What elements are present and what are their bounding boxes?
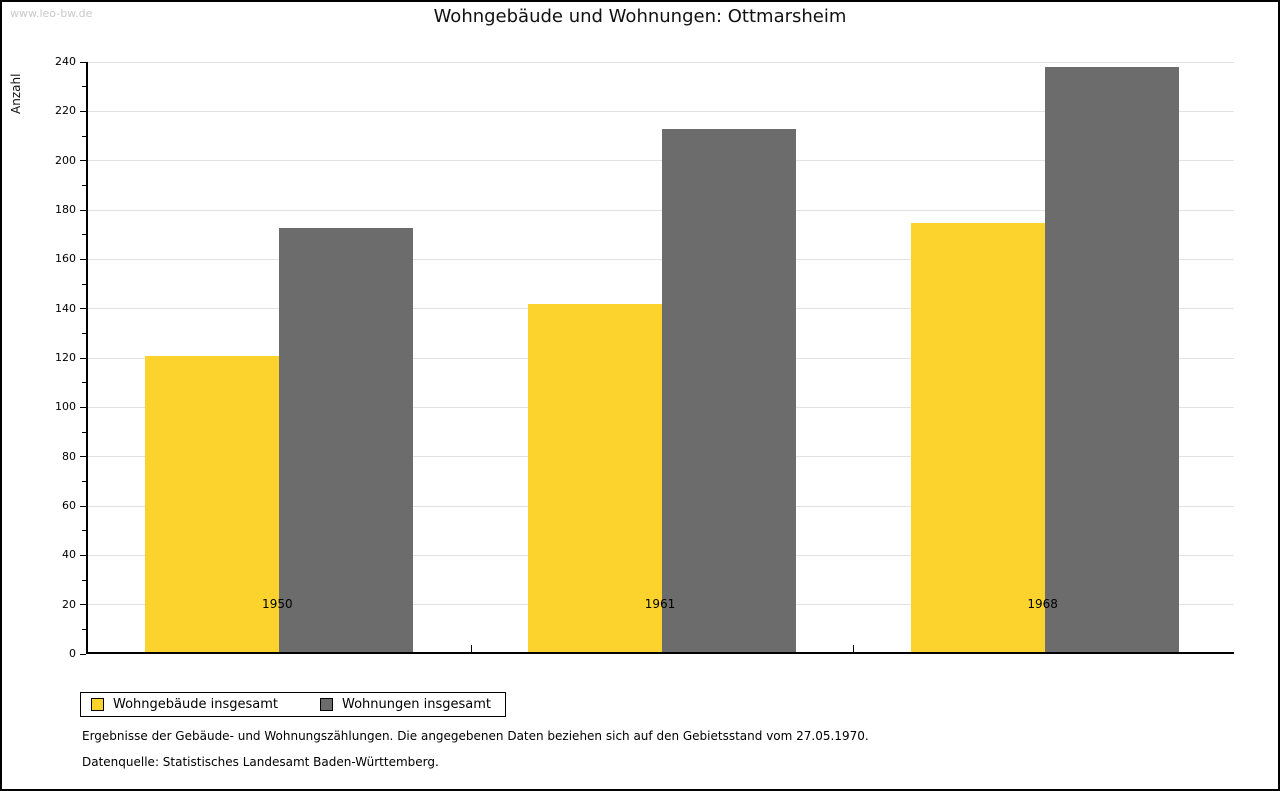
gridline-240: [88, 61, 1234, 63]
bar-1950-wohngebaeude: [145, 356, 280, 652]
y-tick-label-40: 40: [62, 548, 76, 562]
bar-1961-wohngebaeude: [528, 304, 662, 652]
bar-1968-wohnungen: [1044, 67, 1179, 652]
gridline-220: [88, 110, 1234, 112]
gridline-180: [88, 209, 1234, 211]
y-tick-label-80: 80: [62, 449, 76, 463]
bar-1968-wohngebaeude: [910, 222, 1045, 652]
legend-label: Wohngebäude insgesamt: [113, 697, 278, 712]
y-axis-label: Anzahl: [9, 73, 23, 114]
y-tick-50: [82, 530, 86, 532]
y-tick-60: [80, 505, 86, 507]
y-tick-90: [82, 431, 86, 433]
y-tick-label-200: 200: [55, 153, 76, 167]
y-tick-20: [80, 604, 86, 606]
y-tick-200: [80, 160, 86, 162]
legend-swatch-gray: [320, 698, 333, 711]
legend-item-wohngebaeude: Wohngebäude insgesamt: [91, 697, 278, 712]
y-tick-label-180: 180: [55, 203, 76, 216]
footnote-gebietsstand: Ergebnisse der Gebäude- und Wohnungszähl…: [82, 729, 869, 743]
legend: Wohngebäude insgesamt Wohnungen insgesam…: [80, 692, 506, 717]
x-label-1961: 1961: [644, 597, 676, 611]
y-tick-80: [80, 456, 86, 458]
legend-item-wohnungen: Wohnungen insgesamt: [320, 697, 491, 712]
x-label-1950: 1950: [262, 597, 293, 611]
y-tick-190: [82, 184, 86, 186]
bar-1950-wohnungen: [279, 227, 414, 652]
gridline-200: [88, 160, 1234, 162]
y-tick-210: [82, 135, 86, 137]
y-tick-label-240: 240: [55, 55, 76, 68]
y-tick-240: [80, 61, 86, 63]
chart-title: Wohngebäude und Wohnungen: Ottmarsheim: [433, 6, 847, 27]
y-tick-100: [80, 406, 86, 408]
y-tick-150: [82, 283, 86, 285]
x-label-1968: 1968: [1027, 597, 1058, 611]
y-tick-30: [82, 579, 86, 581]
legend-swatch-yellow: [91, 698, 104, 711]
x-boundary-tick-1: [470, 645, 472, 652]
y-tick-label-60: 60: [62, 499, 76, 512]
y-tick-label-20: 20: [62, 597, 76, 611]
y-tick-40: [80, 554, 86, 556]
y-tick-70: [82, 480, 86, 482]
y-tick-130: [82, 332, 86, 334]
legend-label: Wohnungen insgesamt: [342, 697, 491, 712]
y-tick-label-100: 100: [55, 400, 76, 414]
y-tick-170: [82, 234, 86, 236]
bar-1961-wohnungen: [662, 129, 796, 652]
x-boundary-tick-2: [853, 645, 855, 652]
y-tick-140: [80, 308, 86, 310]
y-tick-230: [82, 86, 86, 88]
y-tick-160: [80, 258, 86, 260]
watermark: www.leo-bw.de: [10, 7, 93, 20]
y-tick-0: [80, 653, 86, 655]
y-tick-220: [80, 110, 86, 112]
y-tick-10: [82, 628, 86, 630]
plot-area: 0 20 40 60 80 100 120 140 160 180 200 220 240: [55, 55, 1234, 660]
y-tick-label-140: 140: [55, 301, 76, 315]
y-tick-110: [82, 382, 86, 384]
gridline-160: [88, 258, 1234, 260]
y-tick-120: [80, 357, 86, 359]
y-tick-label-120: 120: [55, 351, 76, 364]
y-tick-label-0: 0: [69, 647, 76, 660]
footnote-datenquelle: Datenquelle: Statistisches Landesamt Bad…: [82, 755, 439, 769]
y-tick-180: [80, 209, 86, 211]
y-tick-label-220: 220: [55, 104, 76, 118]
y-tick-label-160: 160: [55, 252, 76, 266]
